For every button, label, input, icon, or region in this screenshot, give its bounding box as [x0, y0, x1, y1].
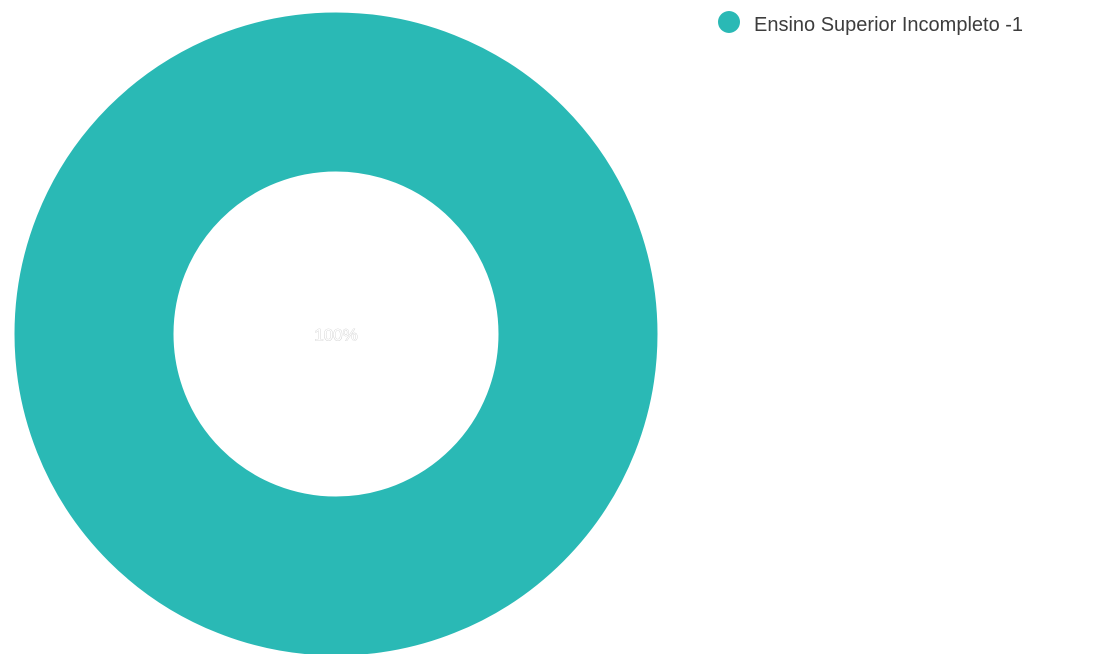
legend-text: Ensino Superior Incompleto - 1: [754, 10, 1090, 40]
slice-label-ensino-superior-incompleto: 100%: [314, 325, 357, 344]
legend: Ensino Superior Incompleto - 1: [718, 10, 1090, 40]
legend-label: Ensino Superior Incompleto -: [754, 14, 1012, 36]
legend-item-ensino-superior-incompleto[interactable]: Ensino Superior Incompleto - 1: [718, 10, 1090, 40]
slice-ensino-superior-incompleto[interactable]: [13, 11, 659, 654]
legend-value: 1: [1011, 14, 1024, 36]
legend-swatch: [718, 11, 740, 33]
donut-slices: [13, 11, 659, 654]
